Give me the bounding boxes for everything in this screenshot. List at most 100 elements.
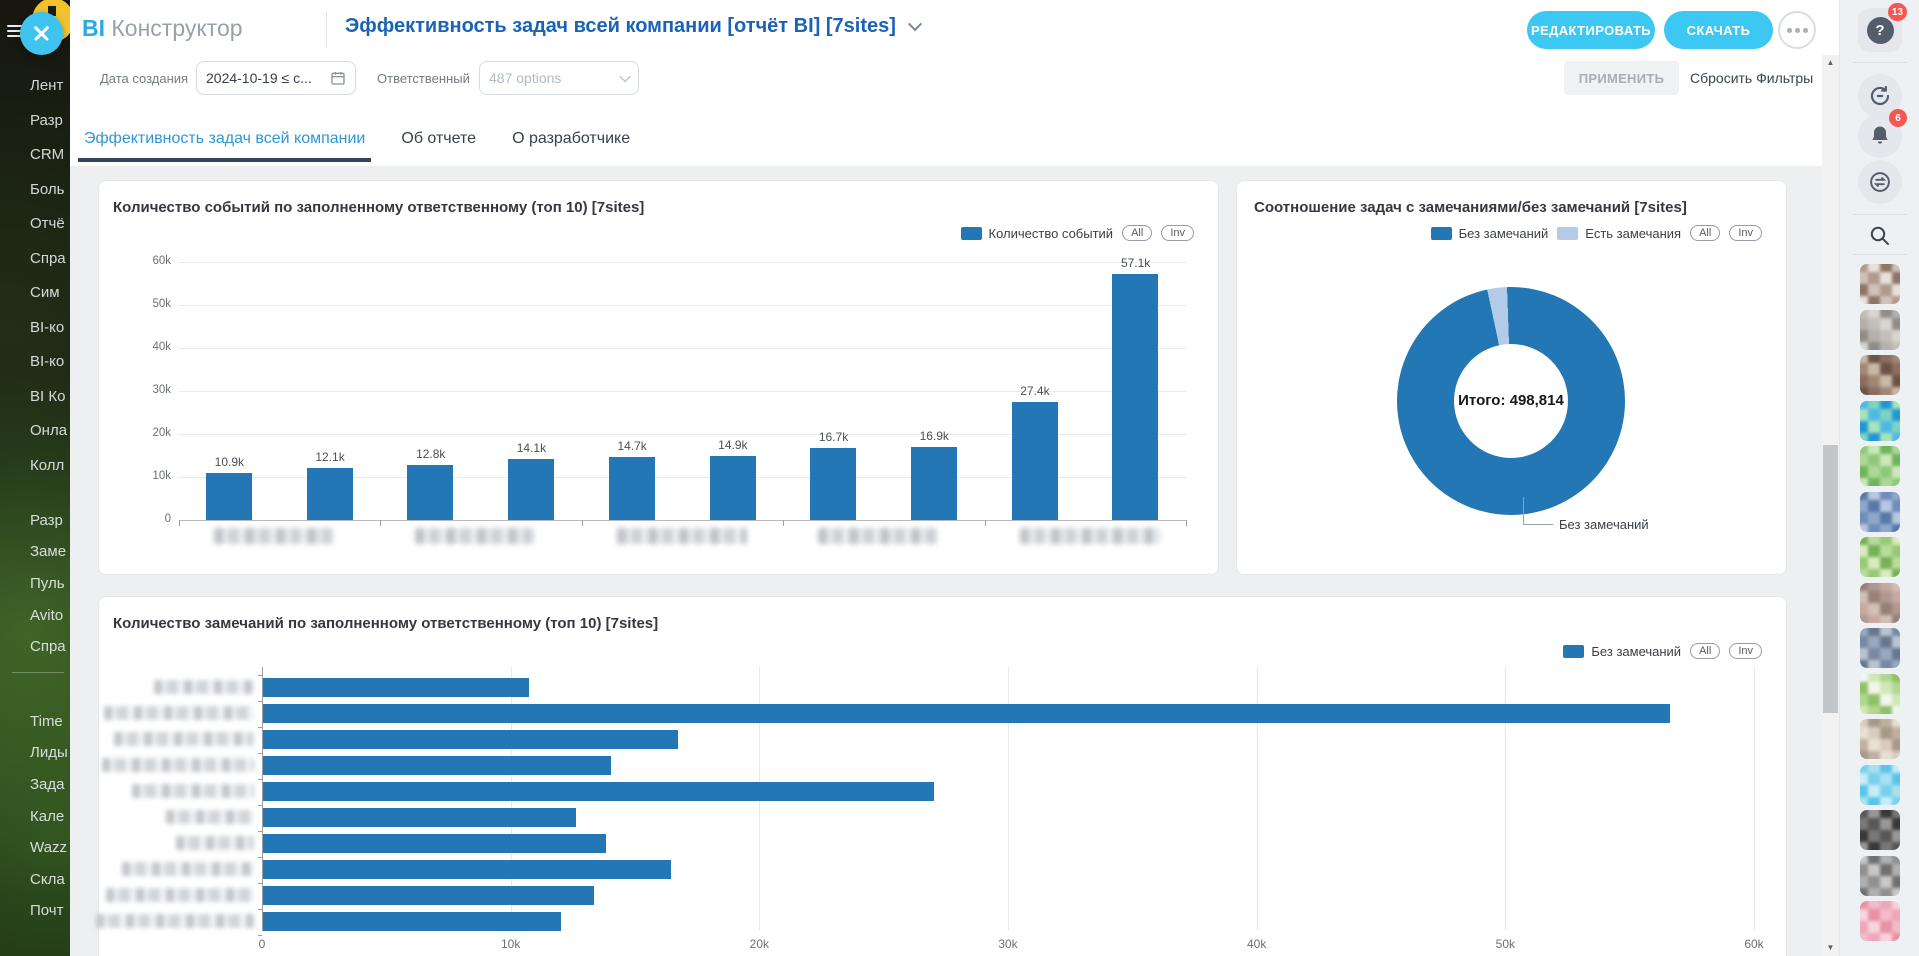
sidebar-item[interactable]: Разр [30, 512, 63, 529]
legend-control-all[interactable]: All [1690, 643, 1721, 659]
bar-6[interactable] [810, 448, 857, 520]
responsible-filter-select[interactable]: 487 options [479, 61, 639, 95]
scroll-down-arrow[interactable]: ▼ [1826, 943, 1835, 952]
feedback-button[interactable] [1858, 160, 1902, 204]
bar-7[interactable] [910, 447, 957, 520]
bar-1[interactable] [306, 467, 353, 520]
avatar[interactable] [1860, 309, 1900, 350]
bar-0[interactable] [263, 678, 530, 697]
bar-5[interactable] [263, 808, 577, 827]
x-category-label-redacted [415, 528, 536, 544]
hamburger-menu-icon[interactable] [7, 25, 24, 38]
bar-4[interactable] [263, 782, 935, 801]
legend-label: Без замечаний [1458, 225, 1549, 241]
chart-legend: Количество событий All Inv [960, 225, 1194, 241]
sidebar-item[interactable]: Онла [30, 422, 68, 439]
bar-value-label: 57.1k [1120, 256, 1151, 271]
help-button[interactable]: ? 13 [1858, 3, 1907, 52]
bar-8[interactable] [1011, 402, 1058, 520]
sidebar-item[interactable]: Пуль [30, 575, 65, 592]
sidebar-item[interactable]: Лент [30, 77, 64, 94]
legend-control-inv[interactable]: Inv [1161, 225, 1194, 241]
sidebar-item[interactable]: Разр [30, 112, 63, 129]
sidebar-item[interactable]: Боль [30, 181, 65, 198]
avatar[interactable] [1860, 264, 1900, 304]
bar-7[interactable] [263, 860, 671, 879]
bar-9[interactable] [1112, 274, 1159, 520]
sidebar-item[interactable]: Сим [30, 284, 60, 301]
tab-0[interactable]: Эффективность задач всей компании [78, 112, 372, 164]
sidebar-item[interactable]: Зада [30, 776, 65, 793]
search-button[interactable] [1868, 224, 1892, 248]
sidebar-item[interactable]: Колл [30, 457, 65, 474]
tab-2[interactable]: О разработчике [512, 130, 631, 147]
y-tick [258, 701, 262, 702]
bar-9[interactable] [263, 912, 562, 931]
legend-control-all[interactable]: All [1122, 225, 1153, 241]
date-filter-input[interactable]: 2024-10-19 ≤ с... [196, 61, 356, 95]
sidebar-item[interactable]: Wazz [30, 839, 67, 856]
avatar[interactable] [1860, 855, 1900, 896]
legend-item[interactable]: Без замечаний [1430, 225, 1549, 241]
scroll-up-arrow[interactable]: ▲ [1826, 58, 1835, 67]
bar-3[interactable] [508, 459, 555, 520]
avatar[interactable] [1860, 355, 1900, 395]
sidebar-item[interactable]: Почт [30, 902, 64, 919]
bar-6[interactable] [263, 834, 607, 853]
report-title[interactable]: Эффективность задач всей компании [отчёт… [345, 15, 922, 38]
scrollbar-thumb[interactable] [1823, 445, 1838, 713]
more-options-button[interactable] [1778, 11, 1816, 49]
sidebar-item[interactable]: Лиды [30, 744, 68, 761]
legend-item[interactable]: Есть замечания [1557, 226, 1681, 241]
content-scrollbar[interactable]: ▲ ▼ [1822, 55, 1839, 956]
legend-item[interactable]: Без замечаний [1563, 644, 1681, 659]
sidebar-item[interactable]: Отчё [30, 215, 65, 232]
sidebar-item[interactable]: BI Ко [30, 388, 66, 405]
sidebar-item[interactable]: CRM [30, 146, 65, 163]
tabs: Эффективность задач всей компании Об отче… [78, 112, 636, 164]
avatar[interactable] [1860, 673, 1900, 714]
sidebar-item[interactable]: Кале [30, 808, 65, 825]
avatar[interactable] [1860, 810, 1900, 850]
x-tick [179, 520, 180, 526]
close-button[interactable] [20, 12, 63, 55]
sidebar-item[interactable]: Спра [30, 250, 66, 267]
bar-8[interactable] [263, 886, 594, 905]
avatar[interactable] [1860, 582, 1900, 623]
sidebar-item[interactable]: Спра [30, 638, 66, 655]
legend-control-all[interactable]: All [1690, 225, 1721, 241]
apply-filters-button[interactable]: ПРИМЕНИТЬ [1564, 61, 1679, 95]
sidebar-item[interactable]: BI-ко [30, 353, 65, 370]
avatar[interactable] [1860, 719, 1900, 759]
avatar[interactable] [1860, 901, 1900, 941]
bar-2[interactable] [407, 464, 454, 520]
sidebar-item[interactable]: Avito [30, 607, 64, 624]
edit-button[interactable]: РЕДАКТИРОВАТЬ [1527, 11, 1655, 49]
avatar-image [1860, 264, 1900, 304]
sidebar-item[interactable]: Скла [30, 871, 65, 888]
sidebar-item[interactable]: BI-ко [30, 319, 65, 336]
bar-4[interactable] [608, 456, 655, 520]
legend-item[interactable]: Количество событий [960, 226, 1113, 241]
download-button[interactable]: СКАЧАТЬ [1664, 11, 1773, 49]
avatar[interactable] [1860, 400, 1900, 441]
callout-label: Без замечаний [1559, 517, 1649, 532]
tab-1[interactable]: Об отчете [401, 130, 477, 147]
avatar[interactable] [1860, 628, 1900, 668]
bar-1[interactable] [263, 704, 1671, 723]
sidebar-item[interactable]: Time [30, 713, 63, 730]
legend-control-inv[interactable]: Inv [1729, 643, 1762, 659]
avatar[interactable] [1860, 764, 1900, 805]
bar-0[interactable] [206, 473, 252, 520]
avatar-image [1860, 446, 1900, 486]
avatar[interactable] [1860, 446, 1900, 486]
notifications-button[interactable]: 6 [1858, 109, 1907, 158]
sidebar-item[interactable]: Заме [30, 543, 67, 560]
bar-5[interactable] [709, 455, 756, 520]
legend-control-inv[interactable]: Inv [1729, 225, 1762, 241]
avatar[interactable] [1860, 537, 1900, 577]
bar-2[interactable] [263, 730, 679, 749]
avatar[interactable] [1860, 491, 1900, 532]
reset-filters-link[interactable]: Сбросить Фильтры [1690, 70, 1814, 86]
bar-3[interactable] [263, 756, 612, 775]
